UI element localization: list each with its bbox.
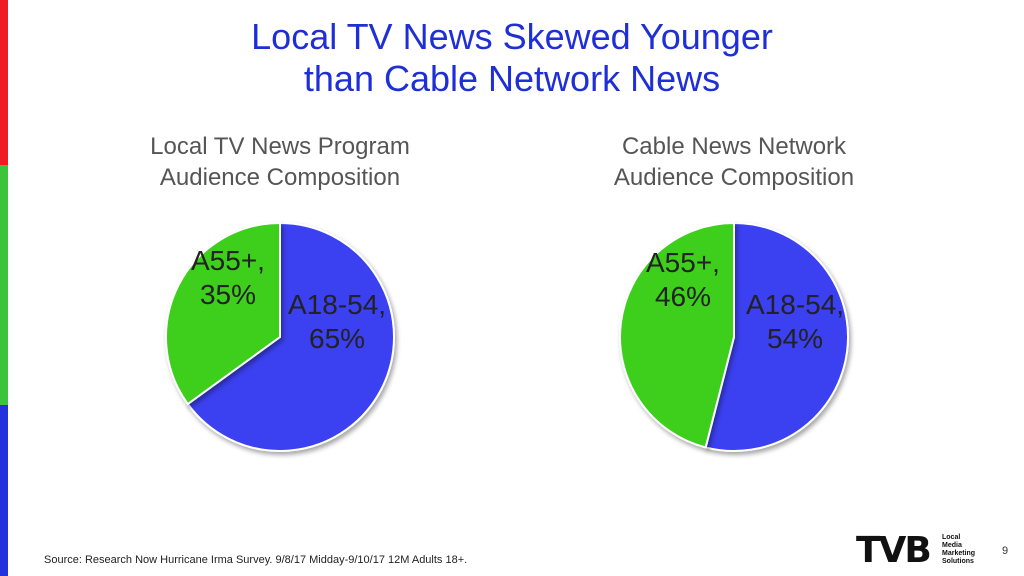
tvb-tagline-line-3: Marketing xyxy=(942,550,976,557)
local-a55-slice xyxy=(165,221,281,406)
tvb-logo-wordmark: TVB xyxy=(856,530,932,571)
page-number: 9 xyxy=(1002,545,1009,557)
edge-bar-blue xyxy=(0,405,8,576)
local-a55-label-value: 35% xyxy=(199,279,256,310)
local-a55-label-name: A55+, xyxy=(191,245,265,276)
local-chart-title: Local TV News Program Audience Compositi… xyxy=(110,131,450,193)
local-a18-54-label-name: A18-54, xyxy=(288,289,387,320)
cable-a55-label-name: A55+, xyxy=(646,247,720,278)
source-note: Source: Research Now Hurricane Irma Surv… xyxy=(44,554,468,566)
cable-a18-54-label: A18-54, 54% xyxy=(746,288,844,356)
cable-chart-title-line-1: Cable News Network xyxy=(621,133,847,160)
local-a18-54-label-value: 65% xyxy=(309,323,366,354)
tvb-tagline-line-4: Solutions xyxy=(942,558,974,565)
cable-a18-54-slice xyxy=(704,221,849,452)
cable-a55-label: A55+, 46% xyxy=(646,246,720,314)
cable-a55-slice xyxy=(619,221,735,449)
tvb-tagline-line-2: Media xyxy=(942,542,962,549)
tvb-logo: TVB Local Media Marketing Solutions xyxy=(856,531,986,571)
edge-bar-red xyxy=(0,0,8,165)
local-a18-54-label: A18-54, 65% xyxy=(288,288,386,356)
cable-news-pie xyxy=(619,221,849,452)
local-chart-title-line-2: Audience Composition xyxy=(159,164,401,191)
slide-title-line-1: Local TV News Skewed Younger xyxy=(251,16,773,57)
cable-chart-title: Cable News Network Audience Composition xyxy=(564,131,904,193)
cable-a18-54-label-name: A18-54, xyxy=(746,289,845,320)
tvb-logo-tagline: Local Media Marketing Solutions xyxy=(942,534,975,566)
local-a18-54-slice xyxy=(186,221,395,452)
local-chart-title-line-1: Local TV News Program xyxy=(150,133,410,160)
slide-title: Local TV News Skewed Younger than Cable … xyxy=(0,16,1024,100)
slide-title-line-2: than Cable Network News xyxy=(303,58,721,99)
edge-bar-green xyxy=(0,165,8,405)
cable-a18-54-label-value: 54% xyxy=(767,323,824,354)
local-tv-pie xyxy=(165,221,395,452)
cable-chart-title-line-2: Audience Composition xyxy=(613,164,855,191)
tvb-tagline-line-1: Local xyxy=(942,534,961,541)
local-a55-label: A55+, 35% xyxy=(191,244,265,312)
cable-a55-label-value: 46% xyxy=(654,281,711,312)
